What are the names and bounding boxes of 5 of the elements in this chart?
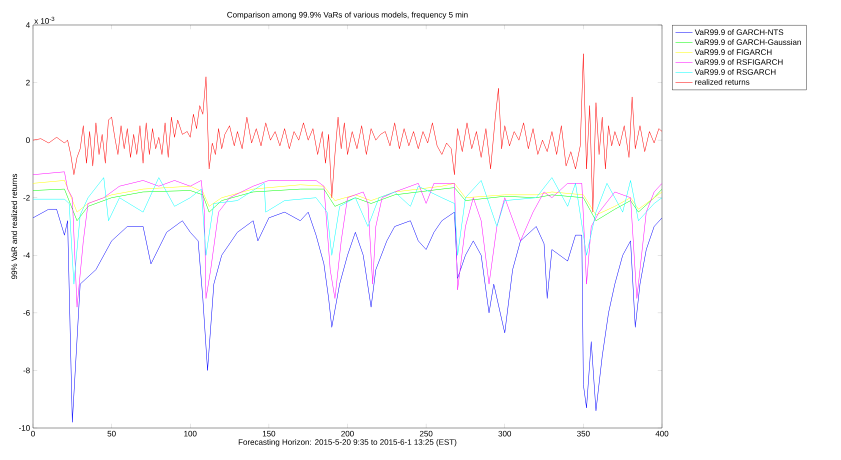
line-series: [33, 54, 662, 212]
line-series: [33, 172, 662, 308]
line-series: [33, 177, 662, 284]
line-series: [33, 187, 662, 221]
line-series: [33, 208, 662, 422]
